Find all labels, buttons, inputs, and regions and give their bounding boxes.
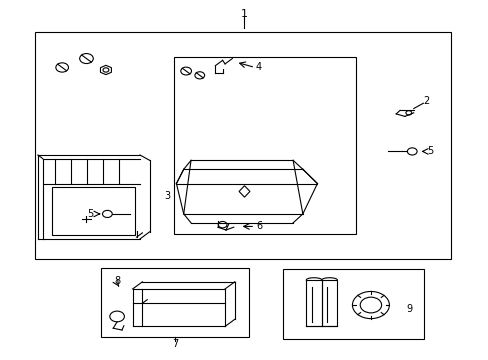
Text: 9: 9: [406, 303, 412, 314]
Bar: [35, 32, 450, 258]
Bar: [174, 57, 356, 234]
Text: 5: 5: [426, 147, 432, 157]
Bar: [283, 269, 424, 339]
Bar: [321, 280, 337, 327]
Text: 6: 6: [256, 221, 262, 231]
Text: 8: 8: [114, 276, 120, 286]
Text: 7: 7: [172, 339, 178, 349]
Text: 2: 2: [423, 96, 429, 107]
Bar: [305, 280, 321, 327]
Text: 1: 1: [241, 9, 247, 19]
Text: 3: 3: [164, 191, 170, 201]
Text: 5: 5: [87, 209, 93, 219]
Bar: [52, 187, 135, 235]
Text: 4: 4: [256, 63, 262, 72]
Bar: [101, 267, 249, 337]
